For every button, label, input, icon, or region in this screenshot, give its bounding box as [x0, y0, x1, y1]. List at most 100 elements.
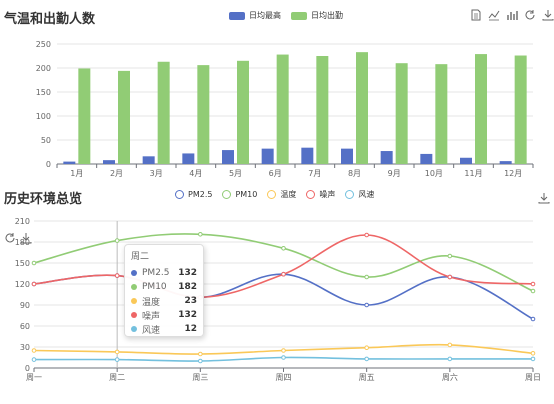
bar — [103, 160, 115, 164]
x-tick-label: 4月 — [189, 169, 202, 178]
legend-label: PM10 — [235, 190, 258, 199]
data-point — [447, 356, 453, 362]
tooltip-title: 周二 — [131, 252, 150, 262]
data-point — [364, 232, 369, 238]
legend-swatch — [291, 11, 307, 20]
data-point — [364, 345, 369, 350]
tooltip-value: 132 — [178, 268, 197, 278]
legend-item-pm25[interactable]: PM2.5 — [175, 190, 212, 199]
data-point — [364, 274, 369, 280]
y-tick-label: 250 — [36, 40, 51, 49]
tooltip-dot — [131, 298, 137, 304]
x-tick-label: 9月 — [388, 169, 401, 178]
tooltip-row: 噪声 132 — [131, 308, 197, 322]
legend-label: 日均最高 — [249, 11, 281, 20]
data-point — [530, 351, 536, 356]
y-tick-label: 0 — [25, 364, 30, 373]
y-tick-label: 120 — [15, 280, 30, 289]
data-point — [530, 288, 536, 294]
tooltip-value: 12 — [184, 324, 197, 334]
legend-item-wind-speed[interactable]: 风速 — [345, 189, 374, 200]
y-tick-label: 150 — [15, 259, 30, 268]
chart-legend: PM2.5 PM10 温度 噪声 风速 — [175, 189, 384, 200]
data-point — [530, 356, 536, 362]
download-icon[interactable] — [542, 9, 554, 21]
bar — [356, 52, 368, 164]
legend-item-daily-attendance[interactable]: 日均出勤 — [291, 10, 343, 21]
legend-marker — [267, 190, 277, 199]
x-tick-label: 7月 — [308, 169, 321, 178]
data-point — [530, 281, 536, 287]
data-point — [31, 348, 37, 353]
download-icon[interactable] — [20, 232, 32, 244]
x-tick-label: 周一 — [26, 373, 42, 382]
chart-legend: 日均最高 日均出勤 — [229, 10, 353, 21]
bar — [261, 148, 274, 164]
y-tick-label: 60 — [20, 322, 30, 331]
data-point — [530, 316, 536, 322]
bar — [435, 64, 448, 164]
chart-panel-weather-attendance: 气温和出勤人数 日均最高 日均出勤 0 50 100 150 200 250 1月 2月 3月 4… — [0, 0, 554, 186]
refresh-icon[interactable] — [4, 232, 16, 244]
bar — [380, 151, 393, 164]
legend-item-pm10[interactable]: PM10 — [222, 190, 257, 199]
legend-item-noise[interactable]: 噪声 — [306, 189, 335, 200]
series-line — [33, 234, 534, 299]
refresh-icon[interactable] — [524, 9, 536, 21]
chart-title: 历史环境总览 — [4, 192, 83, 207]
bar — [514, 55, 527, 164]
data-point — [364, 356, 369, 362]
x-tick-label: 2月 — [110, 169, 123, 178]
legend-item-daily-high[interactable]: 日均最高 — [229, 10, 281, 21]
bar — [460, 157, 472, 164]
bar — [420, 153, 433, 164]
y-tick-label: 210 — [15, 217, 30, 226]
data-point — [198, 232, 203, 237]
bar — [499, 161, 512, 164]
tooltip-row: 温度 23 — [131, 294, 197, 308]
legend-swatch — [229, 11, 245, 20]
tooltip-dot — [131, 312, 137, 318]
y-tick-label: 150 — [36, 88, 51, 97]
x-tick-label: 10月 — [425, 169, 443, 178]
bar — [475, 54, 487, 164]
data-point — [281, 355, 286, 360]
y-tick-label: 0 — [46, 160, 51, 169]
chart-panel-environment: 历史环境总览 PM2.5 PM10 温度 噪声 风速 0 30 60 90 120 150… — [0, 186, 554, 404]
x-tick-label: 11月 — [464, 169, 482, 178]
data-point — [31, 281, 37, 287]
bar — [142, 156, 155, 164]
tooltip-name: 温度 — [142, 297, 161, 308]
series-line — [33, 273, 534, 320]
data-point — [31, 260, 37, 266]
x-tick-label: 周三 — [192, 373, 208, 382]
side-toolbox — [4, 232, 32, 244]
tooltip-value: 23 — [184, 296, 197, 306]
bar — [118, 70, 130, 164]
bar — [63, 161, 76, 164]
legend-label: 温度 — [280, 190, 297, 199]
bar — [276, 54, 289, 165]
tooltip-name: 风速 — [142, 325, 161, 336]
tooltip-row: PM2.5 132 — [131, 266, 197, 280]
tooltip-value: 182 — [178, 282, 197, 292]
bar — [157, 61, 170, 165]
bar — [182, 153, 195, 164]
data-view-icon[interactable] — [470, 9, 482, 21]
line-chart-icon[interactable] — [488, 9, 500, 21]
bar — [197, 65, 210, 164]
download-icon[interactable] — [538, 192, 550, 204]
x-tick-label: 8月 — [348, 169, 361, 178]
bar-chart-icon[interactable] — [506, 9, 518, 21]
data-point — [281, 271, 286, 277]
data-point — [114, 357, 120, 362]
data-point — [364, 302, 369, 308]
y-tick-label: 50 — [41, 136, 51, 145]
legend-item-temperature[interactable]: 温度 — [267, 189, 296, 200]
data-point — [198, 351, 203, 357]
y-tick-label: 200 — [36, 64, 51, 73]
legend-marker — [175, 190, 184, 199]
data-point — [114, 349, 120, 355]
legend-label: PM2.5 — [188, 190, 213, 199]
y-tick-label: 180 — [15, 238, 30, 247]
